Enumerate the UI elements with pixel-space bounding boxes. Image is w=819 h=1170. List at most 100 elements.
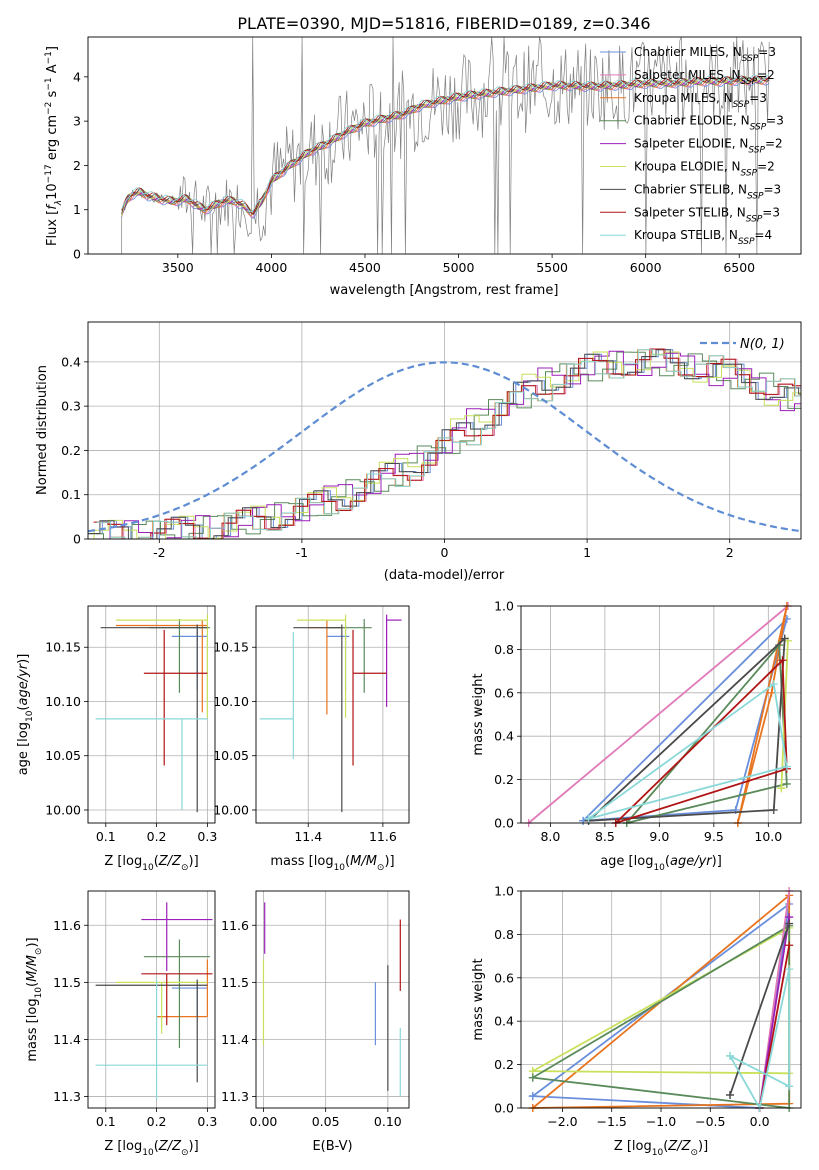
x-tick-label: 0.1	[96, 1114, 116, 1129]
residual-hist-salpeter_elodie	[88, 350, 801, 539]
label-run: )]	[189, 1139, 199, 1154]
label-run: SSP	[747, 191, 764, 201]
y-tick-label: 0.6	[494, 970, 514, 985]
label-run: )]	[25, 937, 40, 947]
Z_vs_mass-x-label: Z [log10(Z/Z⊙)]	[104, 1139, 198, 1158]
label-run: Z/Z	[158, 854, 182, 869]
label-run: (	[154, 1139, 159, 1154]
spectrum-y-label: Flux [fλ10−17 erg cm−2 s−1 A−1]	[44, 46, 64, 246]
y-tick-label: 11.3	[53, 1089, 81, 1104]
y-tick-label: 0.3	[61, 399, 81, 414]
x-tick-label: 0.2	[147, 1114, 167, 1129]
y-tick-label: 0.0	[494, 816, 514, 831]
label-run: =4	[754, 228, 772, 242]
label-run: ]	[45, 46, 60, 51]
massweight_vs_Z-x-label: Z [log10(Z/Z⊙)]	[614, 1139, 708, 1158]
label-run: SSP	[738, 237, 755, 247]
y-tick-label: 2	[73, 158, 81, 173]
label-run: (	[25, 982, 40, 987]
y-tick-label: 0.6	[494, 685, 514, 700]
y-tick-label: 1.0	[494, 884, 514, 899]
x-tick-label: 11.6	[369, 829, 397, 844]
residual-hist-kroupa_stelib	[96, 349, 801, 539]
weight-marker-chabrier_stelib	[769, 805, 778, 814]
axes-frame	[87, 36, 802, 255]
x-tick-label: 0.3	[197, 829, 217, 844]
y-tick-label: 10.15	[45, 640, 81, 655]
x-tick-label: 5500	[536, 260, 568, 275]
y-tick-label: 11.6	[221, 918, 249, 933]
y-tick-label: 0.8	[494, 642, 514, 657]
label-run: −1	[44, 77, 54, 90]
label-run: SSP	[746, 214, 763, 224]
weight-marker-kroupa_elodie	[777, 784, 786, 793]
y-tick-label: 4	[73, 69, 81, 84]
weight-marker-chabrier_miles	[528, 1092, 537, 1101]
y-tick-label: 0	[73, 532, 81, 547]
x-tick-label: 0.05	[312, 1114, 340, 1129]
weight-marker-salpeter_stelib	[785, 941, 794, 950]
EBV_vs_mass-plot-area	[262, 902, 401, 1097]
model-spectrum-chabrier_stelib	[121, 76, 770, 216]
weight-line-kroupa_stelib	[587, 682, 788, 820]
y-tick-label: 11.6	[53, 918, 81, 933]
label-run: ⊙	[34, 948, 44, 956]
observed-spectrum	[121, 37, 770, 254]
age_vs_Z-x-label: Z [log10(Z/Z⊙)]	[104, 854, 198, 873]
age_vs_mass-plot-area	[259, 614, 402, 813]
label-run: (	[663, 1139, 668, 1154]
label-run: mass [log	[25, 998, 40, 1061]
EBV_vs_mass-panel: 0.00 0.05 0.10 11.3 11.4 11.5 11.6 E(B-V)	[221, 890, 410, 1154]
x-tick-label: 6500	[723, 260, 755, 275]
EBV_vs_mass-x-label: E(B-V)	[312, 1139, 352, 1154]
figure-title: PLATE=0390, MJD=51816, FIBERID=0189, z=0…	[237, 14, 650, 33]
label-run: 10	[25, 710, 35, 722]
label-run: Flux [	[45, 210, 60, 246]
label-run: −1	[44, 51, 54, 64]
spectrum-x-label: wavelength [Angstrom, rest frame]	[330, 283, 559, 298]
y-tick-label: 10.00	[213, 802, 249, 817]
y-tick-label: 0.2	[494, 772, 514, 787]
y-tick-label: 11.5	[53, 975, 81, 990]
label-run: )]	[698, 1139, 708, 1154]
weight-marker-salpeter_stelib	[778, 656, 787, 665]
y-tick-label: 0.4	[61, 354, 81, 369]
weight-marker-kroupa_stelib	[782, 762, 791, 771]
axes-frame	[520, 605, 802, 824]
label-run: =3	[762, 205, 780, 219]
age_vs_mass-panel: 11.4 11.6 10.00 10.05 10.10 10.15 mass [log10(…	[213, 605, 410, 873]
label-run: M/M	[25, 955, 40, 982]
spectrum-plot-area	[121, 37, 770, 254]
residual-hist-kroupa_miles	[95, 349, 801, 539]
y-tick-label: 0.0	[494, 1101, 514, 1116]
y-tick-label: 10.10	[45, 694, 81, 709]
label-run: age [log	[16, 722, 31, 775]
x-tick-label: 0.2	[147, 829, 167, 844]
label-run: Z/Z	[158, 1139, 182, 1154]
weight-marker-chabrier_elodie	[782, 779, 791, 788]
label-run: =2	[757, 68, 775, 82]
x-tick-label: -1	[296, 545, 308, 560]
label-run: )]	[189, 854, 199, 869]
weight-marker-kroupa_stelib	[584, 814, 593, 823]
label-run: −2	[44, 102, 54, 115]
weight-line-salpeter_miles	[528, 605, 789, 824]
label-run: ⊙	[690, 1148, 698, 1158]
legend-entry-kroupa_stelib: Kroupa STELIB, NSSP=4	[634, 228, 772, 247]
label-run: M/M	[350, 854, 377, 869]
label-run: SSP	[748, 146, 765, 156]
x-tick-label: 8.5	[595, 829, 615, 844]
residual-hist-chabrier_stelib	[88, 349, 801, 539]
legend-entry-salpeter_elodie: Salpeter ELODIE, NSSP=2	[634, 137, 783, 156]
label-run: Kroupa MILES, N	[634, 91, 733, 105]
axes-frame	[255, 605, 410, 824]
label-run: (	[665, 854, 670, 869]
y-tick-label: 10.00	[45, 802, 81, 817]
legend-entry-kroupa_elodie: Kroupa ELODIE, NSSP=2	[634, 160, 775, 179]
label-run: SSP	[741, 77, 758, 87]
x-tick-label: 0	[441, 545, 449, 560]
label-run: 10	[142, 1148, 154, 1158]
weight-marker-kroupa_miles	[767, 688, 776, 697]
